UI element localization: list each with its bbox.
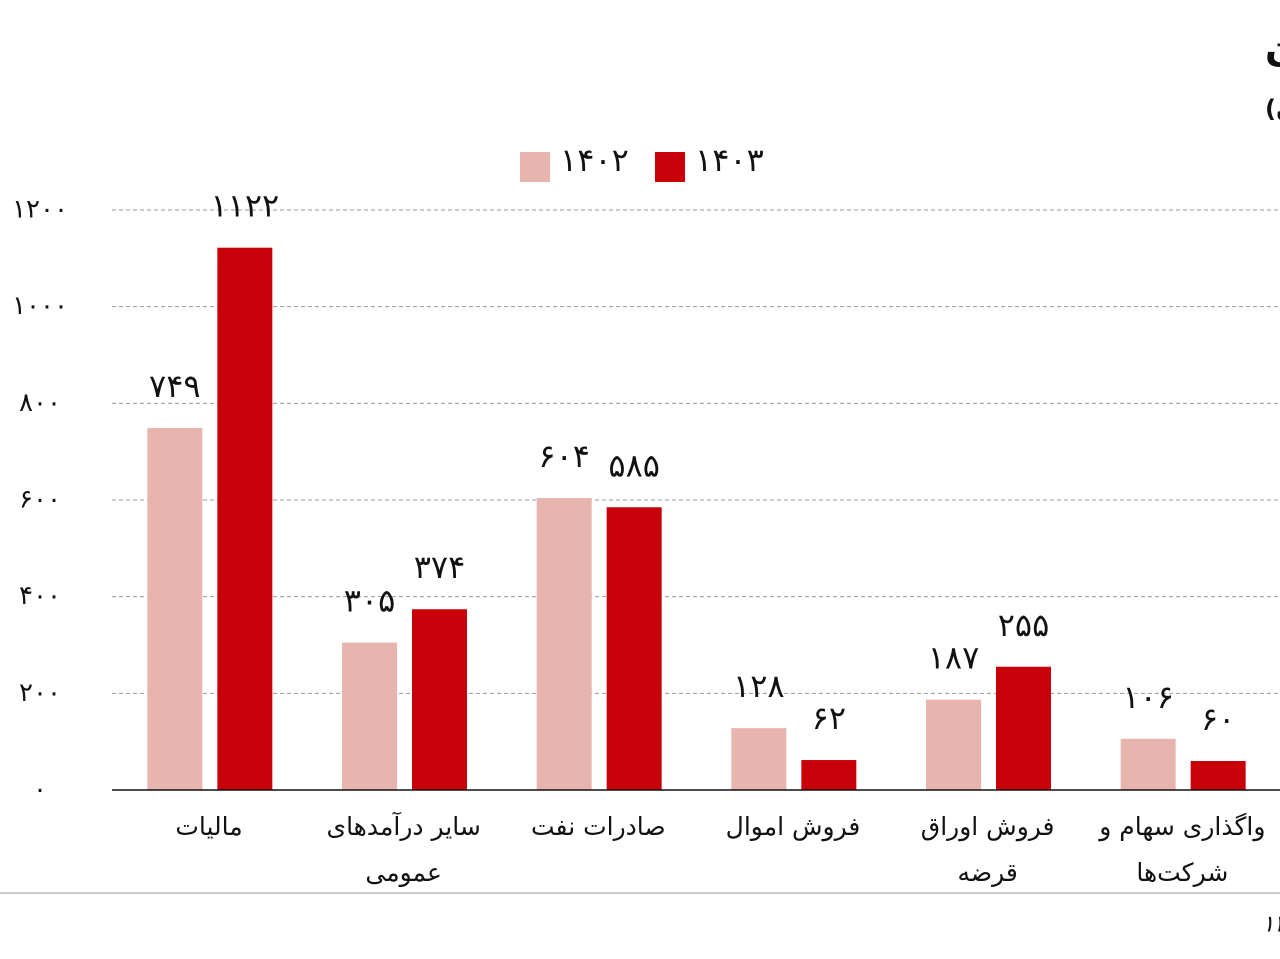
value-label: ۶۲ (812, 699, 846, 737)
chart-title: منابع تأمین بودجه دولت ایران (1265, 23, 1280, 71)
bar (147, 427, 203, 790)
y-tick-label: ۴۰۰ (19, 581, 61, 611)
bar (926, 699, 981, 790)
source-note: منبع: جداول ۲، ۳ و ۴ لایحه بودجه سال ۱۴۰… (1262, 912, 1280, 938)
value-label: ۳۷۴ (414, 548, 466, 586)
value-label: ۶۰ (1201, 700, 1235, 738)
y-tick-label: ۰ (33, 775, 47, 805)
value-label: ۲۵۵ (998, 606, 1050, 644)
y-tick-label: ۱۰۰۰ (12, 291, 68, 321)
bar (996, 666, 1051, 790)
x-tick-label: واگذاری سهام و شرکت‌ها (1099, 812, 1266, 887)
value-label: ۵۸۵ (608, 446, 660, 484)
y-tick-label: ۶۰۰ (19, 485, 61, 515)
value-label: ۷۴۹ (149, 367, 201, 405)
y-tick-label: ۱۲۰۰ (12, 195, 68, 225)
legend-swatch (655, 152, 685, 182)
x-tick-label: فروش اموال (725, 812, 861, 841)
legend-swatch (520, 152, 550, 182)
x-tick-label: فروش اوراق قرضه (920, 812, 1055, 887)
value-label: ۱۲۸ (733, 667, 785, 705)
bar (536, 498, 592, 790)
y-tick-label: ۲۰۰ (19, 678, 61, 708)
bar (217, 247, 273, 790)
legend-label: ۱۴۰۳ (695, 141, 764, 179)
value-label: ۱۱۲۲ (210, 187, 279, 225)
bar (342, 642, 397, 790)
value-label: ۶۰۴ (538, 437, 590, 475)
value-label: ۱۰۶ (1122, 678, 1174, 716)
chart-subtitle: در لایحه بودجه ۱۴۰۳ و قانون بودجه ۱۴۰۲ (… (1265, 95, 1280, 123)
bar (606, 507, 662, 790)
bar (731, 728, 787, 790)
value-label: ۳۰۵ (344, 582, 396, 620)
y-tick-label: ۸۰۰ (19, 388, 61, 418)
value-label: ۱۸۷ (928, 639, 980, 677)
bar (1190, 761, 1246, 790)
x-tick-label: صادرات نفت (531, 812, 666, 841)
legend-label: ۱۴۰۲ (560, 141, 629, 179)
bar (412, 609, 467, 790)
x-tick-label: سایر درآمدهای عمومی (326, 812, 481, 887)
x-tick-label: مالیات (175, 812, 243, 841)
bar (801, 760, 857, 790)
bar (1120, 738, 1176, 790)
